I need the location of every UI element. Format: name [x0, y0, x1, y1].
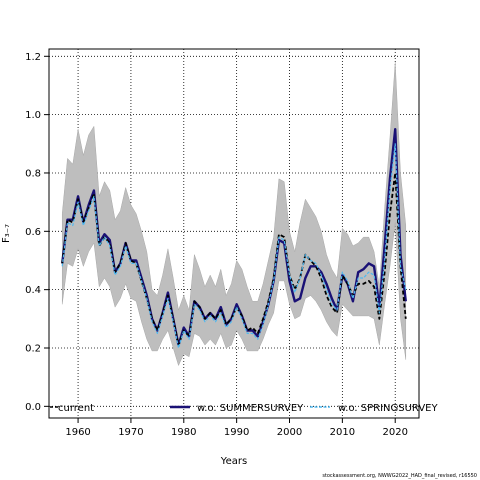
series-lines: [61, 128, 407, 349]
axes: 1960 1970 1980 1990 2000 2010 2020 0.0 0.2 0.4 0.6…: [25, 52, 408, 438]
plot-frame: [48, 48, 420, 419]
x-tick-label: 1960: [65, 427, 90, 438]
x-tick-label: 1990: [224, 427, 249, 438]
confidence-band: [61, 62, 407, 367]
y-axis-title: F₃₋₇: [1, 224, 12, 243]
legend-label-0: current: [58, 403, 94, 414]
y-tick-label: 1.0: [25, 110, 41, 121]
legend-label-2: w.o. SPRINGSURVEY: [338, 403, 438, 414]
x-axis-title: Years: [220, 456, 247, 467]
y-tick-label: 1.2: [25, 52, 41, 63]
y-tick-label: 0.2: [25, 343, 41, 354]
y-tick-label: 0.8: [25, 168, 41, 179]
x-tick-label: 2000: [277, 427, 302, 438]
y-tick-label: 0.4: [25, 285, 41, 296]
y-tick-label: 0.6: [25, 227, 41, 238]
x-tick-label: 1970: [118, 427, 143, 438]
series-line-2: [61, 143, 407, 349]
y-tick-label: 0.0: [25, 402, 41, 413]
x-tick-label: 1980: [171, 427, 196, 438]
legend-label-1: w.o. SUMMERSURVEY: [197, 403, 304, 414]
x-tick-label: 2010: [330, 427, 355, 438]
footer-caption: stockassessment.org, NWWG2022_HAD_final_…: [322, 473, 477, 479]
confidence-band-area: [61, 62, 407, 367]
legend: current w.o. SUMMERSURVEY w.o. SPRINGSURVE…: [50, 403, 438, 414]
x-tick-label: 2020: [382, 427, 407, 438]
